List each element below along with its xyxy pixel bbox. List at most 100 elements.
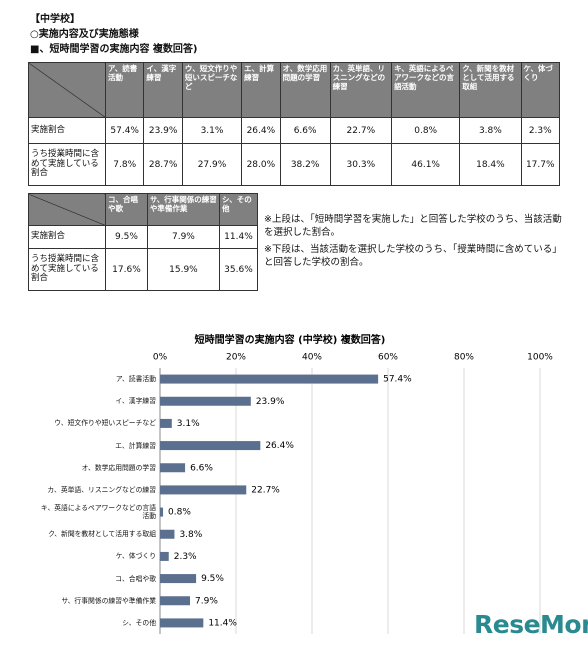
corner-cell (28, 62, 106, 118)
table-row: 実施割合 9.5% 7.9% 11.4% (28, 225, 259, 249)
column-header: カ、英単語、リスニングなどの練習 (329, 62, 393, 118)
category-label: シ、その他 (122, 618, 156, 627)
value-label: 0.8% (168, 508, 191, 518)
row-label: 実施割合 (28, 225, 106, 249)
table-cell: 7.8% (104, 143, 145, 186)
table-cell: 18.4% (459, 143, 522, 186)
table-cell: 23.9% (143, 117, 183, 144)
bar (160, 507, 164, 517)
value-label: 9.5% (201, 574, 224, 584)
value-label: 57.4% (383, 375, 412, 385)
column-header: キ、英語によるペアワークなどの言語活動 (391, 62, 461, 118)
table-row: 実施割合 57.4% 23.9% 3.1% 26.4% 6.6% 22.7% 0.8% 3.8%… (28, 117, 561, 144)
row-label: うち授業時間に含めて実施している割合 (28, 248, 106, 291)
value-label: 3.1% (177, 419, 200, 429)
table-row: うち授業時間に含めて実施している割合 17.6% 15.9% 35.6% (28, 248, 259, 291)
row-label: うち授業時間に含めて実施している割合 (28, 143, 106, 186)
bar (160, 418, 172, 428)
table-cell: 3.1% (181, 117, 243, 144)
table-cell: 6.6% (279, 117, 331, 144)
table-cell: 2.3% (520, 117, 561, 144)
table-cell: 9.5% (105, 225, 148, 249)
x-tick-label: 20% (226, 353, 246, 363)
note: ※下段は、当該活動を選択した学校のうち、「授業時間に含めている」と回答した学校の… (264, 244, 562, 268)
value-label: 26.4% (265, 441, 294, 451)
column-header: ク、新聞を教材として活用する取組 (459, 62, 522, 118)
table-cell: 22.7% (329, 117, 393, 144)
value-label: 22.7% (251, 485, 280, 495)
x-tick-label: 40% (302, 353, 322, 363)
table-cell: 27.9% (181, 143, 243, 186)
bar (160, 396, 251, 406)
column-header: サ、行事関係の練習や準備作業 (146, 193, 220, 226)
column-header: ア、読書活動 (104, 62, 145, 118)
section-heading: ○実施内容及び実施態様 (30, 29, 139, 40)
category-label: ウ、短文作りや短いスピーチなど (54, 419, 156, 428)
table-cell: 46.1% (391, 143, 461, 186)
subsection-heading: ■、短時間学習の実施内容 複数回答) (30, 44, 198, 55)
table-row: うち授業時間に含めて実施している割合 7.8% 28.7% 27.9% 28.0% 38.… (28, 143, 561, 186)
table-cell: 35.6% (218, 248, 259, 291)
column-header: イ、漢字練習 (143, 62, 183, 118)
table-cell: 0.8% (391, 117, 461, 144)
category-label: キ、英語によるペアワークなどの言語活動 (40, 503, 156, 521)
bar (160, 574, 197, 584)
table-cell: 28.7% (143, 143, 183, 186)
x-tick-label: 100% (527, 353, 553, 363)
value-label: 23.9% (256, 397, 285, 407)
bar (160, 596, 191, 606)
table-cell: 11.4% (218, 225, 259, 249)
school-heading: 【中学校】 (30, 14, 80, 25)
bar (160, 551, 169, 561)
data-table: ア、読書活動 イ、漢字練習 ウ、短文作りや短いスピーチなど エ、計算練習 オ、数学応用問… (28, 62, 561, 186)
watermark: ReseMom (474, 610, 588, 639)
corner-cell (28, 193, 106, 226)
value-label: 7.9% (195, 596, 218, 606)
category-label: イ、漢字練習 (115, 397, 156, 406)
value-label: 11.4% (208, 618, 237, 628)
bar (160, 618, 204, 628)
value-label: 6.6% (190, 463, 213, 473)
category-label: ク、新聞を教材として活用する取組 (48, 530, 156, 539)
x-tick-label: 60% (378, 353, 398, 363)
table-cell: 26.4% (241, 117, 281, 144)
bar (160, 529, 175, 539)
table-cell: 3.8% (459, 117, 522, 144)
table-cell: 38.2% (279, 143, 331, 186)
header-row: コ、合唱や歌 サ、行事関係の練習や準備作業 シ、その他 (28, 193, 259, 226)
table-cell: 15.9% (146, 248, 220, 291)
table-cell: 57.4% (104, 117, 145, 144)
column-header: オ、数学応用問題の学習 (279, 62, 331, 118)
category-label: ア、読書活動 (115, 375, 156, 384)
bar (160, 374, 379, 384)
header-row: ア、読書活動 イ、漢字練習 ウ、短文作りや短いスピーチなど エ、計算練習 オ、数学応用問… (28, 62, 561, 118)
bar (160, 441, 261, 451)
data-table: コ、合唱や歌 サ、行事関係の練習や準備作業 シ、その他 実施割合 9.5% 7.9% 11.… (28, 193, 259, 291)
category-label: コ、合唱や歌 (115, 574, 156, 583)
row-label: 実施割合 (28, 117, 106, 144)
table-cell: 28.0% (241, 143, 281, 186)
x-tick-label: 80% (454, 353, 474, 363)
value-label: 2.3% (174, 552, 197, 562)
column-header: エ、計算練習 (241, 62, 281, 118)
category-label: オ、数学応用問題の学習 (81, 463, 156, 472)
note: ※上段は、「短時間学習を実施した」と回答した学校のうち、当該活動を選択した割合。 (264, 214, 562, 238)
column-header: ウ、短文作りや短いスピーチなど (181, 62, 243, 118)
category-label: カ、英単語、リスニングなどの練習 (47, 485, 156, 494)
column-header: コ、合唱や歌 (105, 193, 148, 226)
table-cell: 17.6% (105, 248, 148, 291)
category-label: エ、計算練習 (115, 441, 156, 450)
x-tick-label: 0% (153, 353, 168, 363)
value-label: 3.8% (179, 530, 202, 540)
category-label: ケ、体づくり (115, 552, 156, 561)
column-header: ケ、体づくり (520, 62, 561, 118)
table-cell: 7.9% (146, 225, 220, 249)
bar (160, 463, 186, 473)
table-cell: 30.3% (329, 143, 393, 186)
chart-title: 短時間学習の実施内容 (中学校) 複数回答) (195, 333, 386, 346)
bar (160, 485, 247, 495)
table-cell: 17.7% (520, 143, 561, 186)
category-label: サ、行事関係の練習や準備作業 (61, 596, 156, 605)
